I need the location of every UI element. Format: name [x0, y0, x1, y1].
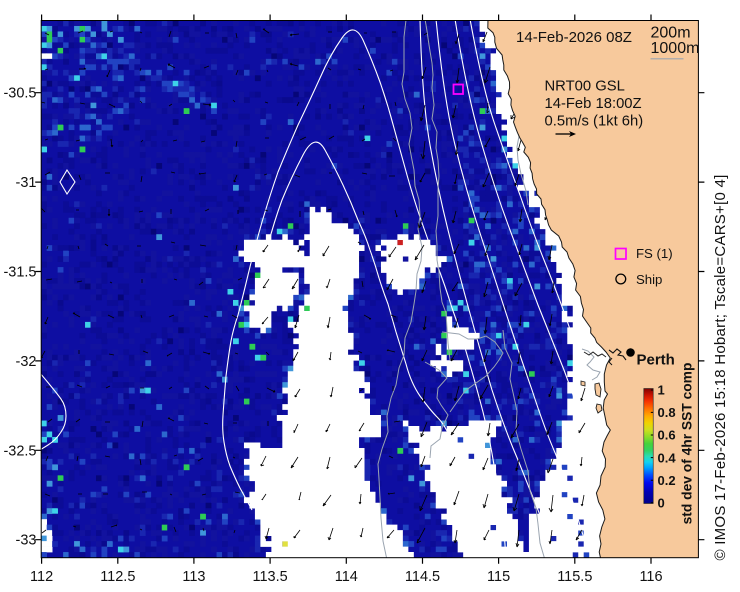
svg-text:1000m: 1000m — [651, 40, 700, 57]
svg-text:-32: -32 — [16, 354, 37, 370]
svg-text:14-Feb 18:00Z: 14-Feb 18:00Z — [545, 96, 642, 112]
svg-text:Perth: Perth — [637, 352, 675, 369]
svg-text:© IMOS 17-Feb-2026 15:18 Hobar: © IMOS 17-Feb-2026 15:18 Hobart; Tscale=… — [712, 175, 729, 561]
svg-text:0.4: 0.4 — [658, 450, 677, 465]
svg-text:200m: 200m — [651, 25, 691, 42]
svg-text:14-Feb-2026 08Z: 14-Feb-2026 08Z — [516, 29, 632, 46]
svg-text:-31: -31 — [16, 175, 37, 191]
svg-text:-30.5: -30.5 — [3, 86, 36, 102]
svg-text:-32.5: -32.5 — [3, 443, 36, 459]
svg-text:112: 112 — [30, 569, 53, 585]
svg-text:0.6: 0.6 — [658, 428, 676, 443]
svg-text:114: 114 — [335, 569, 358, 585]
svg-text:1: 1 — [658, 383, 665, 398]
svg-text:112.5: 112.5 — [100, 569, 135, 585]
svg-text:FS (1): FS (1) — [636, 246, 673, 261]
svg-text:0.8: 0.8 — [658, 405, 676, 420]
svg-text:113.5: 113.5 — [252, 569, 287, 585]
svg-text:NRT00 GSL: NRT00 GSL — [545, 79, 625, 95]
svg-text:std dev of 4hr SST comp: std dev of 4hr SST comp — [680, 363, 695, 525]
svg-text:113: 113 — [182, 569, 205, 585]
svg-text:0.5m/s (1kt 6h): 0.5m/s (1kt 6h) — [545, 114, 644, 130]
svg-text:114.5: 114.5 — [405, 569, 440, 585]
svg-text:Ship: Ship — [636, 272, 662, 287]
svg-text:-31.5: -31.5 — [3, 265, 36, 281]
svg-text:0: 0 — [658, 496, 665, 511]
svg-text:-33: -33 — [16, 533, 37, 549]
svg-text:116: 116 — [639, 569, 662, 585]
svg-text:115.5: 115.5 — [557, 569, 592, 585]
svg-text:115: 115 — [487, 569, 510, 585]
svg-text:0.2: 0.2 — [658, 473, 676, 488]
